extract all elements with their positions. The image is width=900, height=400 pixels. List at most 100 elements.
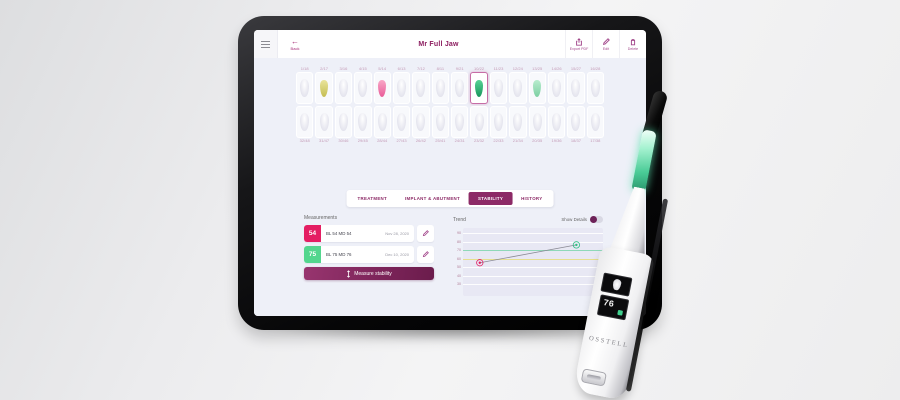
tooth-cell[interactable]: 14/26: [547, 66, 566, 104]
tooth-box: [412, 72, 430, 104]
device-glow-shaft: [631, 129, 657, 193]
tooth-cell[interactable]: 6/13: [392, 66, 411, 104]
main-content: 1/18 2/17 3/16 4/15 5/14 6/13 7/12 8/11 9/21 10/2…: [254, 58, 646, 316]
tooth-icon: [435, 79, 445, 97]
tooth-icon: [300, 113, 310, 131]
tooth-box: [547, 72, 566, 104]
tooth-cell[interactable]: 22/33: [489, 106, 508, 144]
gridline: [463, 233, 603, 234]
tooth-row-lower: 32/48 31/47 30/46 29/45 28/44 27/43 26/42 25/41…: [296, 106, 604, 144]
measure-icon: [347, 269, 351, 278]
gridline: [463, 241, 603, 243]
tooth-cell[interactable]: 23/32: [470, 106, 488, 144]
tooth-icon: [435, 113, 445, 131]
tooth-cell[interactable]: 13/25: [528, 66, 546, 104]
tooth-cell[interactable]: 5/14: [373, 66, 391, 104]
tooth-number-label: 3/16: [339, 66, 348, 71]
tab-stability[interactable]: STABILITY: [469, 192, 513, 205]
tooth-number-label: 5/14: [378, 66, 387, 71]
tab-treatment[interactable]: TREATMENT: [357, 196, 388, 201]
tooth-cell[interactable]: 21/34: [509, 106, 527, 144]
tooth-box: [528, 72, 546, 104]
tooth-chart: 1/18 2/17 3/16 4/15 5/14 6/13 7/12 8/11 9/21 10/2…: [296, 66, 604, 144]
export-pdf-button[interactable]: Export PDF: [565, 30, 592, 58]
implant-tooth-icon: [378, 79, 387, 97]
tooth-cell[interactable]: 17/38: [586, 106, 604, 144]
tooth-cell[interactable]: 11/23: [489, 66, 508, 104]
measurement-item[interactable]: 54 BL 54 MD 54 Nov 28, 2020: [304, 225, 414, 242]
tooth-cell[interactable]: 16/28: [586, 66, 604, 104]
tooth-cell[interactable]: 20/35: [528, 106, 546, 144]
y-axis-tick: 90: [457, 231, 461, 235]
tooth-cell[interactable]: 9/21: [451, 66, 469, 104]
tooth-cell[interactable]: 26/42: [412, 106, 430, 144]
tooth-cell[interactable]: 18/37: [567, 106, 585, 144]
back-button[interactable]: ← Back: [290, 36, 300, 51]
tooth-number-label: 14/26: [551, 66, 562, 71]
measurement-detail: BL 75 MD 76: [326, 252, 352, 257]
tooth-box: [451, 106, 469, 138]
edit-button[interactable]: Edit: [592, 30, 619, 58]
tooth-cell[interactable]: 10/22: [470, 66, 488, 104]
tab-history[interactable]: HISTORY: [521, 196, 543, 201]
tooth-number-label: 22/33: [493, 138, 504, 143]
edit-measurement-button[interactable]: [417, 246, 434, 263]
tooth-cell[interactable]: 7/12: [412, 66, 430, 104]
tooth-box: [392, 106, 411, 138]
status-led: [617, 309, 624, 316]
app-bar: ← Back Mr Full Jaw Export PDF: [254, 30, 646, 58]
tooth-cell[interactable]: 24/31: [451, 106, 469, 144]
tooth-cell[interactable]: 28/44: [373, 106, 391, 144]
tooth-box: [334, 106, 353, 138]
back-arrow-icon: ←: [291, 36, 299, 46]
threshold-line: [463, 258, 603, 260]
tooth-box: [334, 72, 353, 104]
trend-chart: 90 80 70 60 50 40 30: [453, 228, 603, 296]
tab-implant-abutment[interactable]: IMPLANT & ABUTMENT: [405, 196, 461, 201]
menu-button[interactable]: [254, 30, 278, 58]
tooth-box: [354, 72, 372, 104]
device-neck: [609, 184, 657, 258]
measurement-item[interactable]: 75 BL 75 MD 76 Dec 10, 2020: [304, 246, 414, 263]
export-pdf-icon: [576, 37, 582, 46]
tablet: ← Back Mr Full Jaw Export PDF: [238, 16, 662, 330]
tooth-box: [373, 106, 391, 138]
tooth-icon: [416, 79, 426, 97]
tooth-cell[interactable]: 30/46: [334, 106, 353, 144]
tooth-icon: [571, 79, 581, 97]
tooth-number-label: 2/17: [320, 66, 328, 71]
tooth-cell[interactable]: 2/17: [315, 66, 333, 104]
tooth-box: [509, 72, 527, 104]
tooth-number-label: 27/43: [396, 138, 407, 143]
tooth-cell[interactable]: 31/47: [315, 106, 333, 144]
tooth-icon: [300, 79, 310, 97]
tooth-cell[interactable]: 15/27: [567, 66, 585, 104]
tooth-number-label: 30/46: [338, 138, 349, 143]
show-details-toggle[interactable]: Show Details: [561, 216, 603, 223]
measurement-date: Nov 28, 2020: [385, 231, 409, 236]
page-title: Mr Full Jaw: [418, 40, 459, 48]
tooth-cell[interactable]: 29/45: [354, 106, 372, 144]
tooth-cell[interactable]: 25/41: [431, 106, 449, 144]
edit-icon: [602, 37, 610, 45]
edit-measurement-button[interactable]: [417, 225, 434, 242]
tooth-box: [431, 72, 449, 104]
y-axis-tick: 30: [457, 282, 461, 286]
tooth-cell[interactable]: 1/18: [296, 66, 314, 104]
tooth-cell[interactable]: 27/43: [392, 106, 411, 144]
tooth-cell[interactable]: 19/36: [547, 106, 566, 144]
delete-button[interactable]: Delete: [619, 30, 646, 58]
tooth-icon: [338, 113, 348, 131]
isq-badge: 75: [304, 246, 321, 263]
tooth-cell[interactable]: 32/48: [296, 106, 314, 144]
tooth-number-label: 23/32: [474, 138, 485, 143]
measure-stability-button[interactable]: Measure stability: [304, 267, 434, 280]
tooth-cell[interactable]: 4/15: [354, 66, 372, 104]
tooth-cell[interactable]: 8/11: [431, 66, 449, 104]
gridline: [463, 275, 603, 277]
measurements-title: Measurements: [304, 215, 338, 221]
y-axis-tick: 80: [457, 239, 461, 244]
toggle-knob: [590, 216, 597, 223]
tooth-cell[interactable]: 12/24: [509, 66, 527, 104]
tooth-cell[interactable]: 3/16: [334, 66, 353, 104]
